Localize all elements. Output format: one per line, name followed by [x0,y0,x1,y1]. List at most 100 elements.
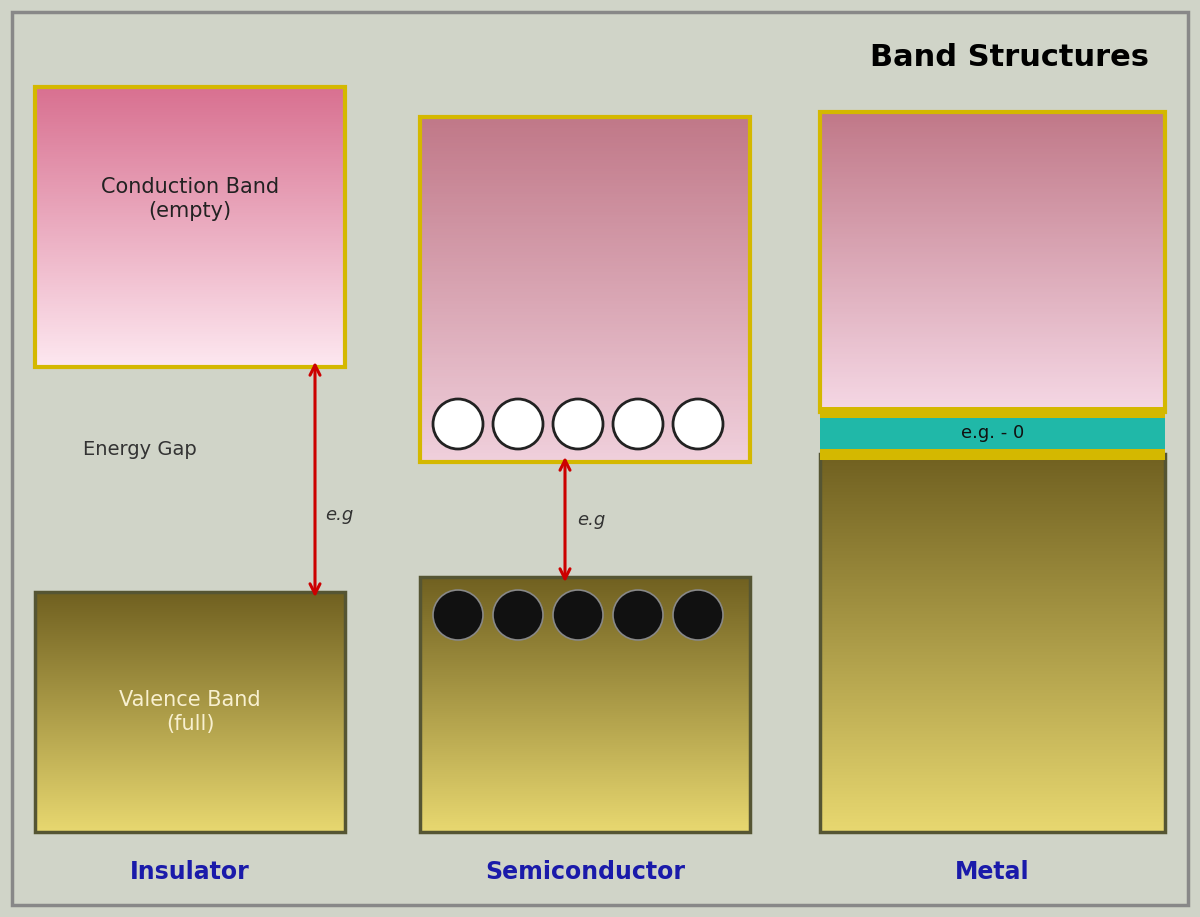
Bar [35,271,346,273]
Bar [35,592,346,832]
Bar [35,816,346,818]
Bar [35,638,346,640]
Bar [820,772,1165,775]
Bar [820,700,1165,702]
Bar [35,632,346,634]
Bar [420,180,750,183]
Bar [820,627,1165,630]
Bar [420,326,750,330]
Bar [820,209,1165,212]
Bar [820,454,1165,458]
Bar [420,709,750,711]
Bar [420,249,750,252]
Bar [820,292,1165,294]
Bar [820,678,1165,680]
Bar [420,759,750,762]
Bar [35,757,346,760]
Bar [420,683,750,685]
Bar [820,691,1165,693]
Bar [35,713,346,716]
Bar [820,545,1165,548]
Bar [820,232,1165,235]
Bar [420,301,750,304]
Bar [420,585,750,588]
Bar [420,163,750,166]
Bar [820,643,1165,646]
Bar [420,367,750,370]
Bar [820,646,1165,649]
Bar [820,722,1165,725]
Bar [420,577,750,580]
Bar [35,591,346,594]
Bar [820,492,1165,495]
Bar [820,189,1165,192]
Bar [420,615,750,617]
Circle shape [673,399,722,449]
Bar [35,267,346,269]
Bar [420,630,750,632]
Bar [820,608,1165,612]
Bar [420,591,750,594]
Bar [820,740,1165,744]
Bar [35,664,346,666]
Bar [420,711,750,713]
Bar [820,674,1165,678]
Bar [35,688,346,690]
Bar [420,613,750,615]
Bar [820,112,1165,115]
Bar [820,744,1165,747]
Bar [820,590,1165,592]
Bar [35,337,346,339]
Bar [420,390,750,393]
Bar [820,779,1165,781]
Bar [35,353,346,355]
Bar [35,602,346,604]
Bar [420,151,750,154]
Bar [420,278,750,281]
Bar [35,706,346,708]
Bar [420,734,750,736]
Bar [35,613,346,616]
Bar [35,205,346,208]
Bar [820,207,1165,209]
Bar [820,551,1165,555]
Bar [820,713,1165,715]
Bar [820,482,1165,485]
Bar [820,239,1165,242]
Bar [35,344,346,346]
Bar [35,624,346,626]
Bar [35,364,346,367]
Bar [820,454,1165,832]
Bar [420,659,750,662]
Bar [420,649,750,651]
Bar [420,174,750,177]
Bar [35,241,346,243]
Bar [420,635,750,636]
Bar [35,346,346,348]
Bar [820,229,1165,232]
Bar [420,341,750,344]
Bar [820,287,1165,290]
Bar [35,596,346,598]
Bar [35,180,346,182]
Bar [820,684,1165,687]
Bar [35,255,346,258]
Text: e.g: e.g [325,505,353,524]
Bar [35,89,346,92]
Bar [420,427,750,430]
Bar [420,823,750,825]
Bar [35,650,346,652]
Bar [420,704,750,707]
Bar [820,523,1165,526]
Bar [35,728,346,730]
Bar [35,768,346,770]
Bar [820,794,1165,798]
Bar [420,304,750,307]
Bar [820,154,1165,157]
Bar [420,171,750,174]
Bar [35,620,346,622]
Bar [820,640,1165,643]
Bar [420,636,750,638]
Bar [820,397,1165,400]
Bar [35,215,346,217]
